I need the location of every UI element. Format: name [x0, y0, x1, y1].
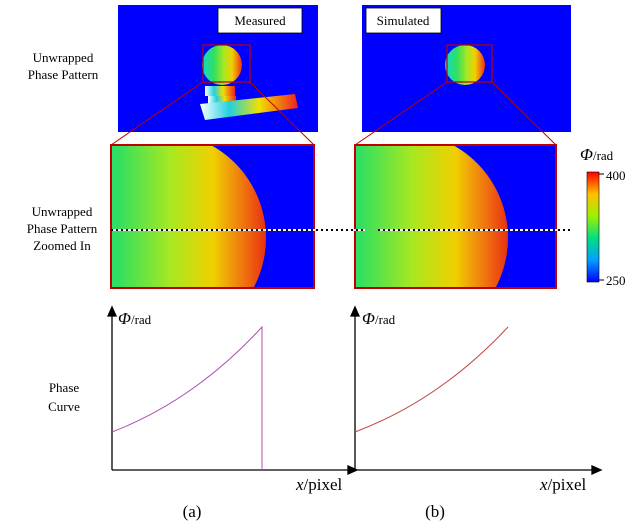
zoomed-measured	[54, 132, 314, 344]
svg-text:x/pixel: x/pixel	[539, 475, 587, 494]
unit: /pixel	[548, 475, 587, 494]
caption: (a)	[183, 502, 202, 521]
symbol: Φ	[362, 309, 375, 328]
label-line: Unwrapped	[32, 204, 93, 219]
figure: Unwrapped Phase Pattern Unwrapped Phase …	[0, 0, 644, 523]
label-line: Phase	[49, 380, 80, 395]
svg-text:Φ/rad: Φ/rad	[118, 309, 152, 328]
label-line: Zoomed In	[33, 238, 91, 253]
label-line: Curve	[48, 399, 80, 414]
colorbar-title: Φ/rad	[580, 145, 614, 164]
unit: /pixel	[304, 475, 343, 494]
column-title: Simulated	[377, 13, 430, 28]
row-label-curve: Phase Curve	[48, 380, 80, 414]
colorbar: Φ/rad 400 250	[580, 145, 626, 288]
label-line: Phase Pattern	[28, 67, 99, 82]
unit: /rad	[593, 148, 614, 163]
column-title: Measured	[234, 13, 286, 28]
caption: (b)	[425, 502, 445, 521]
simulated-image: Simulated	[362, 5, 571, 132]
unit: /rad	[131, 312, 152, 327]
zoomed-simulated	[296, 132, 556, 344]
colorbar-min: 250	[606, 273, 626, 288]
symbol: Φ	[118, 309, 131, 328]
svg-text:Φ/rad: Φ/rad	[362, 309, 396, 328]
symbol: Φ	[580, 145, 593, 164]
axis-labels: Φ/rad Φ/rad x/pixel x/pixel	[118, 309, 587, 494]
svg-text:x/pixel: x/pixel	[295, 475, 343, 494]
label-line: Phase Pattern	[27, 221, 98, 236]
plot-b	[351, 307, 601, 474]
row-label-zoomed: Unwrapped Phase Pattern Zoomed In	[27, 204, 98, 253]
row-label-pattern: Unwrapped Phase Pattern	[28, 50, 99, 82]
unit: /rad	[375, 312, 396, 327]
label-line: Unwrapped	[33, 50, 94, 65]
measured-image: Measured	[118, 5, 318, 132]
colorbar-max: 400	[606, 168, 626, 183]
plot-a	[108, 307, 357, 474]
